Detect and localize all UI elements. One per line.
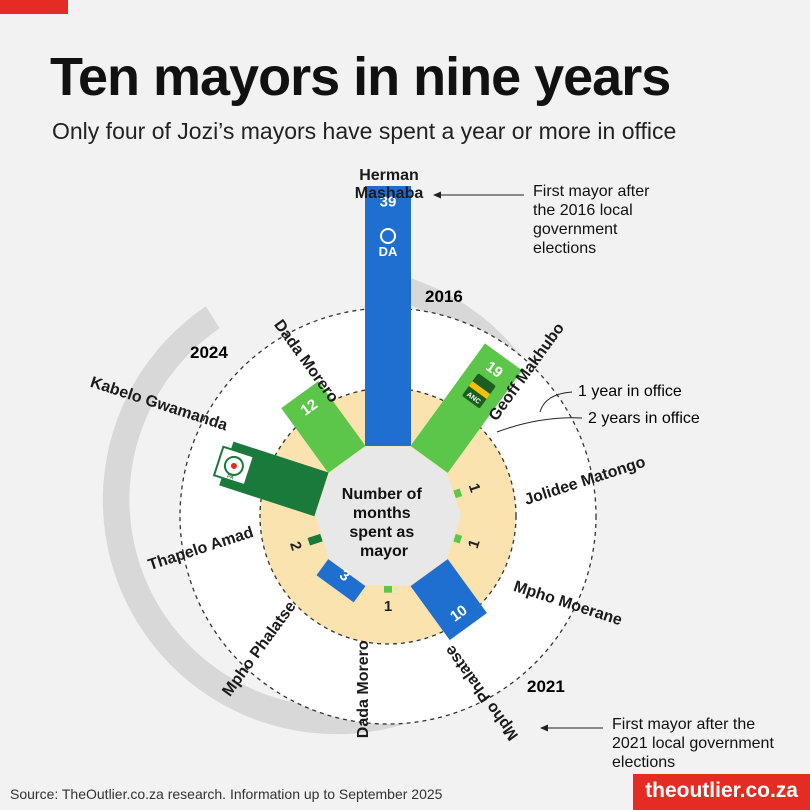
bar-6 — [384, 586, 392, 593]
da-logo-icon: DA — [379, 228, 398, 259]
bar-group — [410, 559, 487, 641]
annotation-2021-arrow — [540, 724, 603, 732]
center-label: Number of months spent as mayor — [342, 486, 426, 560]
bar-group — [307, 533, 323, 546]
bar-2 — [410, 343, 523, 473]
bar-value-2: 19 — [482, 358, 505, 382]
two-year-label: 2 years in office — [588, 410, 700, 427]
bar-value-10: 12 — [297, 396, 320, 420]
svg-text:DA: DA — [379, 244, 398, 259]
brand-badge[interactable]: theoutlier.co.za — [633, 774, 810, 810]
bar-1 — [365, 186, 411, 446]
bar-value-1: 39 — [380, 194, 397, 211]
center-disc — [315, 446, 461, 586]
annotation-2016-text: First mayor after the 2016 local governm… — [533, 183, 654, 257]
two-year-leader — [496, 417, 583, 433]
pa-logo-icon: PA — [212, 445, 256, 487]
bar-group — [410, 343, 523, 473]
bar-group — [365, 186, 411, 446]
bar-8 — [307, 533, 323, 546]
bar-10 — [281, 381, 366, 473]
bar-3 — [453, 488, 463, 499]
year-label-2024: 2024 — [190, 343, 228, 362]
mayor-name-6: Dada Morero — [355, 640, 372, 738]
bar-value-6: 1 — [384, 598, 392, 615]
chart-title: Ten mayors in nine years — [50, 47, 671, 107]
bar-4 — [453, 533, 463, 544]
bar-group — [453, 488, 463, 499]
chart-subtitle: Only four of Jozi’s mayors have spent a … — [52, 118, 677, 144]
bar-group — [453, 533, 463, 544]
annotation-2021-text: First mayor after the 2021 local governm… — [612, 716, 778, 771]
source-note: Source: TheOutlier.co.za research. Infor… — [10, 786, 443, 802]
bar-group — [384, 586, 392, 593]
bar-5 — [410, 559, 487, 641]
one-year-label: 1 year in office — [578, 383, 682, 400]
bar-group — [281, 381, 366, 473]
annotation-2016-arrow — [433, 191, 524, 199]
accent-bar — [0, 0, 68, 14]
bar-7 — [316, 559, 366, 603]
year-label-2016: 2016 — [425, 287, 463, 306]
bar-group — [316, 559, 366, 603]
mayor-name-1: Herman Mashaba — [355, 167, 424, 202]
one-year-leader — [539, 391, 573, 413]
bar-value-5: 10 — [447, 602, 470, 626]
svg-text:PA: PA — [226, 473, 234, 481]
year-label-2021: 2021 — [527, 677, 565, 696]
